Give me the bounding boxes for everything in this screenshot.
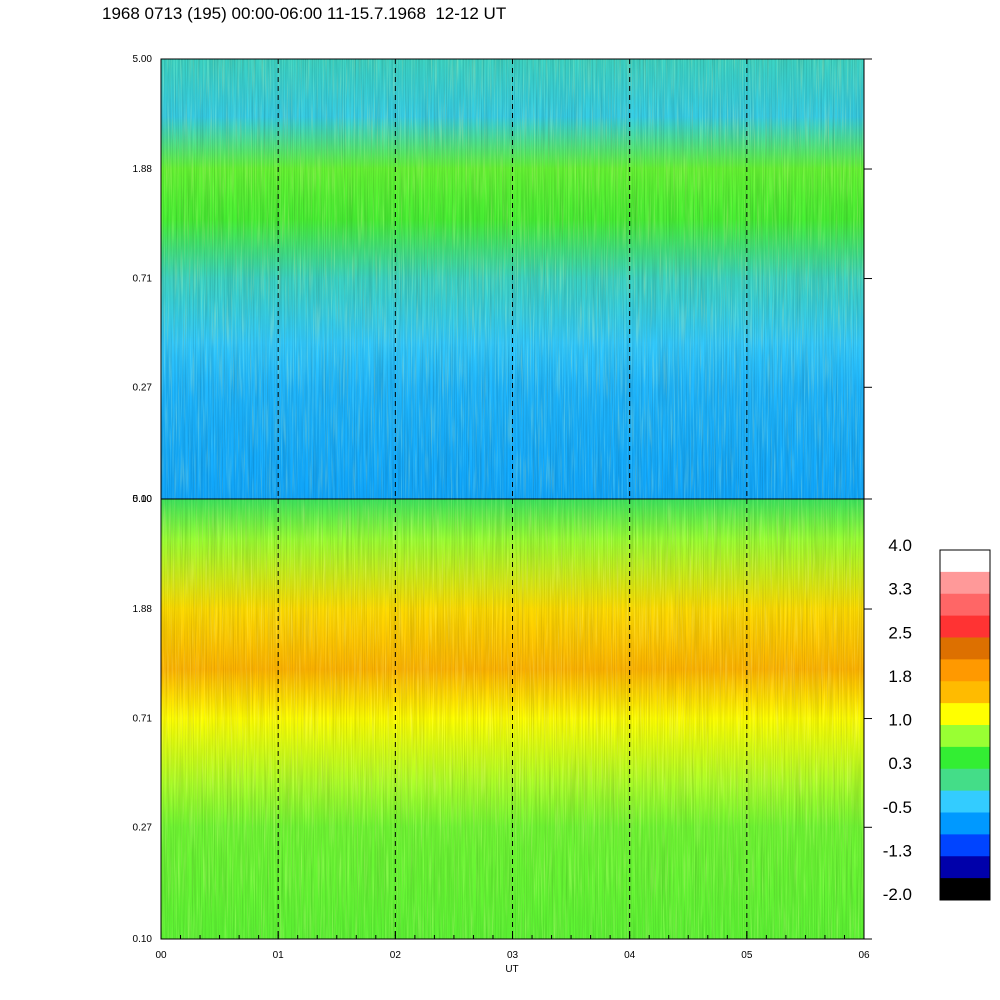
upper-y-tick-label: 5.00 (133, 54, 153, 65)
colorbar-swatch (940, 725, 990, 748)
lower-y-tick-label: 0.27 (133, 822, 153, 833)
colorbar-swatch (940, 571, 990, 595)
colorbar-swatch (940, 878, 990, 901)
x-axis: 00 01 02 03 04 05 06 (155, 931, 870, 961)
colorbar-label: -0.5 (883, 798, 912, 817)
figure-title: 1968 0713 (195) 00:00-06:00 11-15.7.1968… (102, 4, 507, 23)
x-axis-label: UT (505, 964, 518, 975)
lower-y-axis: 0.10 0.27 0.71 1.88 5.00 (133, 494, 872, 945)
x-tick-label: 02 (390, 950, 402, 961)
x-tick-label: 05 (741, 950, 753, 961)
x-tick-label: 00 (155, 950, 167, 961)
upper-panel: 0.10 0.27 0.71 1.88 5.00 (133, 54, 872, 505)
lower-y-tick-label: 0.71 (133, 714, 153, 725)
lower-y-tick-label: 0.10 (133, 934, 153, 945)
x-tick-label: 04 (624, 950, 636, 961)
x-tick-label: 01 (273, 950, 285, 961)
x-tick-label: 03 (507, 950, 519, 961)
x-tick-label: 06 (858, 950, 870, 961)
colorbar-swatch (940, 637, 990, 660)
upper-y-tick-label: 0.27 (133, 382, 153, 393)
colorbar-label: 1.8 (888, 667, 912, 686)
upper-y-tick-label: 0.71 (133, 274, 153, 285)
colorbar-swatch (940, 790, 990, 813)
colorbar-swatch (940, 681, 990, 704)
lower-hour-dividers (277, 499, 748, 939)
colorbar-swatch (940, 703, 990, 726)
upper-y-tick-label: 1.88 (133, 164, 153, 175)
lower-y-tick-label: 1.88 (133, 604, 153, 615)
colorbar-label: 3.3 (888, 580, 912, 599)
colorbar-swatch (940, 593, 990, 617)
colorbar-swatch (940, 659, 990, 682)
colorbar-swatch (940, 550, 990, 573)
colorbar-frame (939, 549, 991, 901)
colorbar-swatch (940, 615, 990, 638)
colorbar-label: 2.5 (888, 623, 912, 642)
colorbar-label: -1.3 (883, 841, 912, 860)
colorbar-label: 4.0 (888, 536, 912, 555)
colorbar-swatch (940, 856, 990, 879)
colorbar-label: 0.3 (888, 754, 912, 773)
colorbar-swatch (940, 834, 990, 857)
colorbar-swatch (940, 812, 990, 835)
lower-panel: 0.10 0.27 0.71 1.88 5.00 00 01 02 03 04 05 06 UT (133, 494, 872, 975)
colorbar-label: -2.0 (883, 885, 912, 904)
colorbar-swatch (940, 746, 990, 770)
colorbar-swatch (940, 768, 990, 792)
upper-hour-dividers (277, 59, 748, 499)
colorbar-swatches (940, 550, 990, 901)
colorbar-label: 1.0 (888, 711, 912, 730)
lower-y-tick-label: 5.00 (133, 494, 153, 505)
upper-y-tick-label: 0.10 (133, 494, 153, 505)
colorbar: 4.0 3.3 2.5 1.8 1.0 0.3 -0.5 -1.3 -2.0 (883, 536, 991, 904)
colorbar-labels: 4.0 3.3 2.5 1.8 1.0 0.3 -0.5 -1.3 -2.0 (883, 536, 912, 904)
